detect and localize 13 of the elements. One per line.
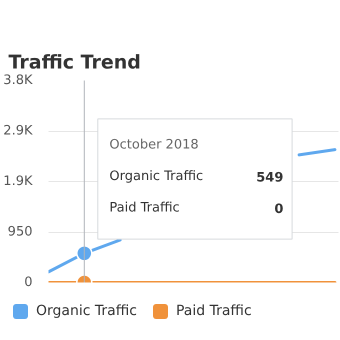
annotation: October 2018 (109, 138, 199, 153)
y-tick-label: 1.9K (3, 174, 33, 189)
legend-label: Paid Traffic (176, 302, 252, 321)
y-tick-label: 0 (24, 275, 33, 290)
y-tick-label: 2.9K (3, 124, 33, 138)
chart-title: Traffic Trend (8, 52, 141, 74)
y-tick-label: 950 (8, 224, 33, 240)
legend-label: Organic Traffic (36, 302, 137, 321)
annotation: 549 (256, 170, 284, 186)
annotation: Paid Traffic (109, 200, 180, 216)
annotation: 0 (274, 202, 284, 217)
y-tick-label: 3.8K (3, 73, 33, 88)
annotation: Organic Traffic (109, 168, 204, 184)
